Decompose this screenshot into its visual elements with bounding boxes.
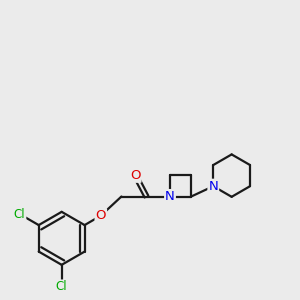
Text: Cl: Cl	[56, 280, 68, 293]
Text: O: O	[96, 209, 106, 222]
Text: N: N	[208, 180, 218, 193]
Text: Cl: Cl	[14, 208, 26, 220]
Text: O: O	[130, 169, 140, 182]
Text: N: N	[165, 190, 175, 203]
